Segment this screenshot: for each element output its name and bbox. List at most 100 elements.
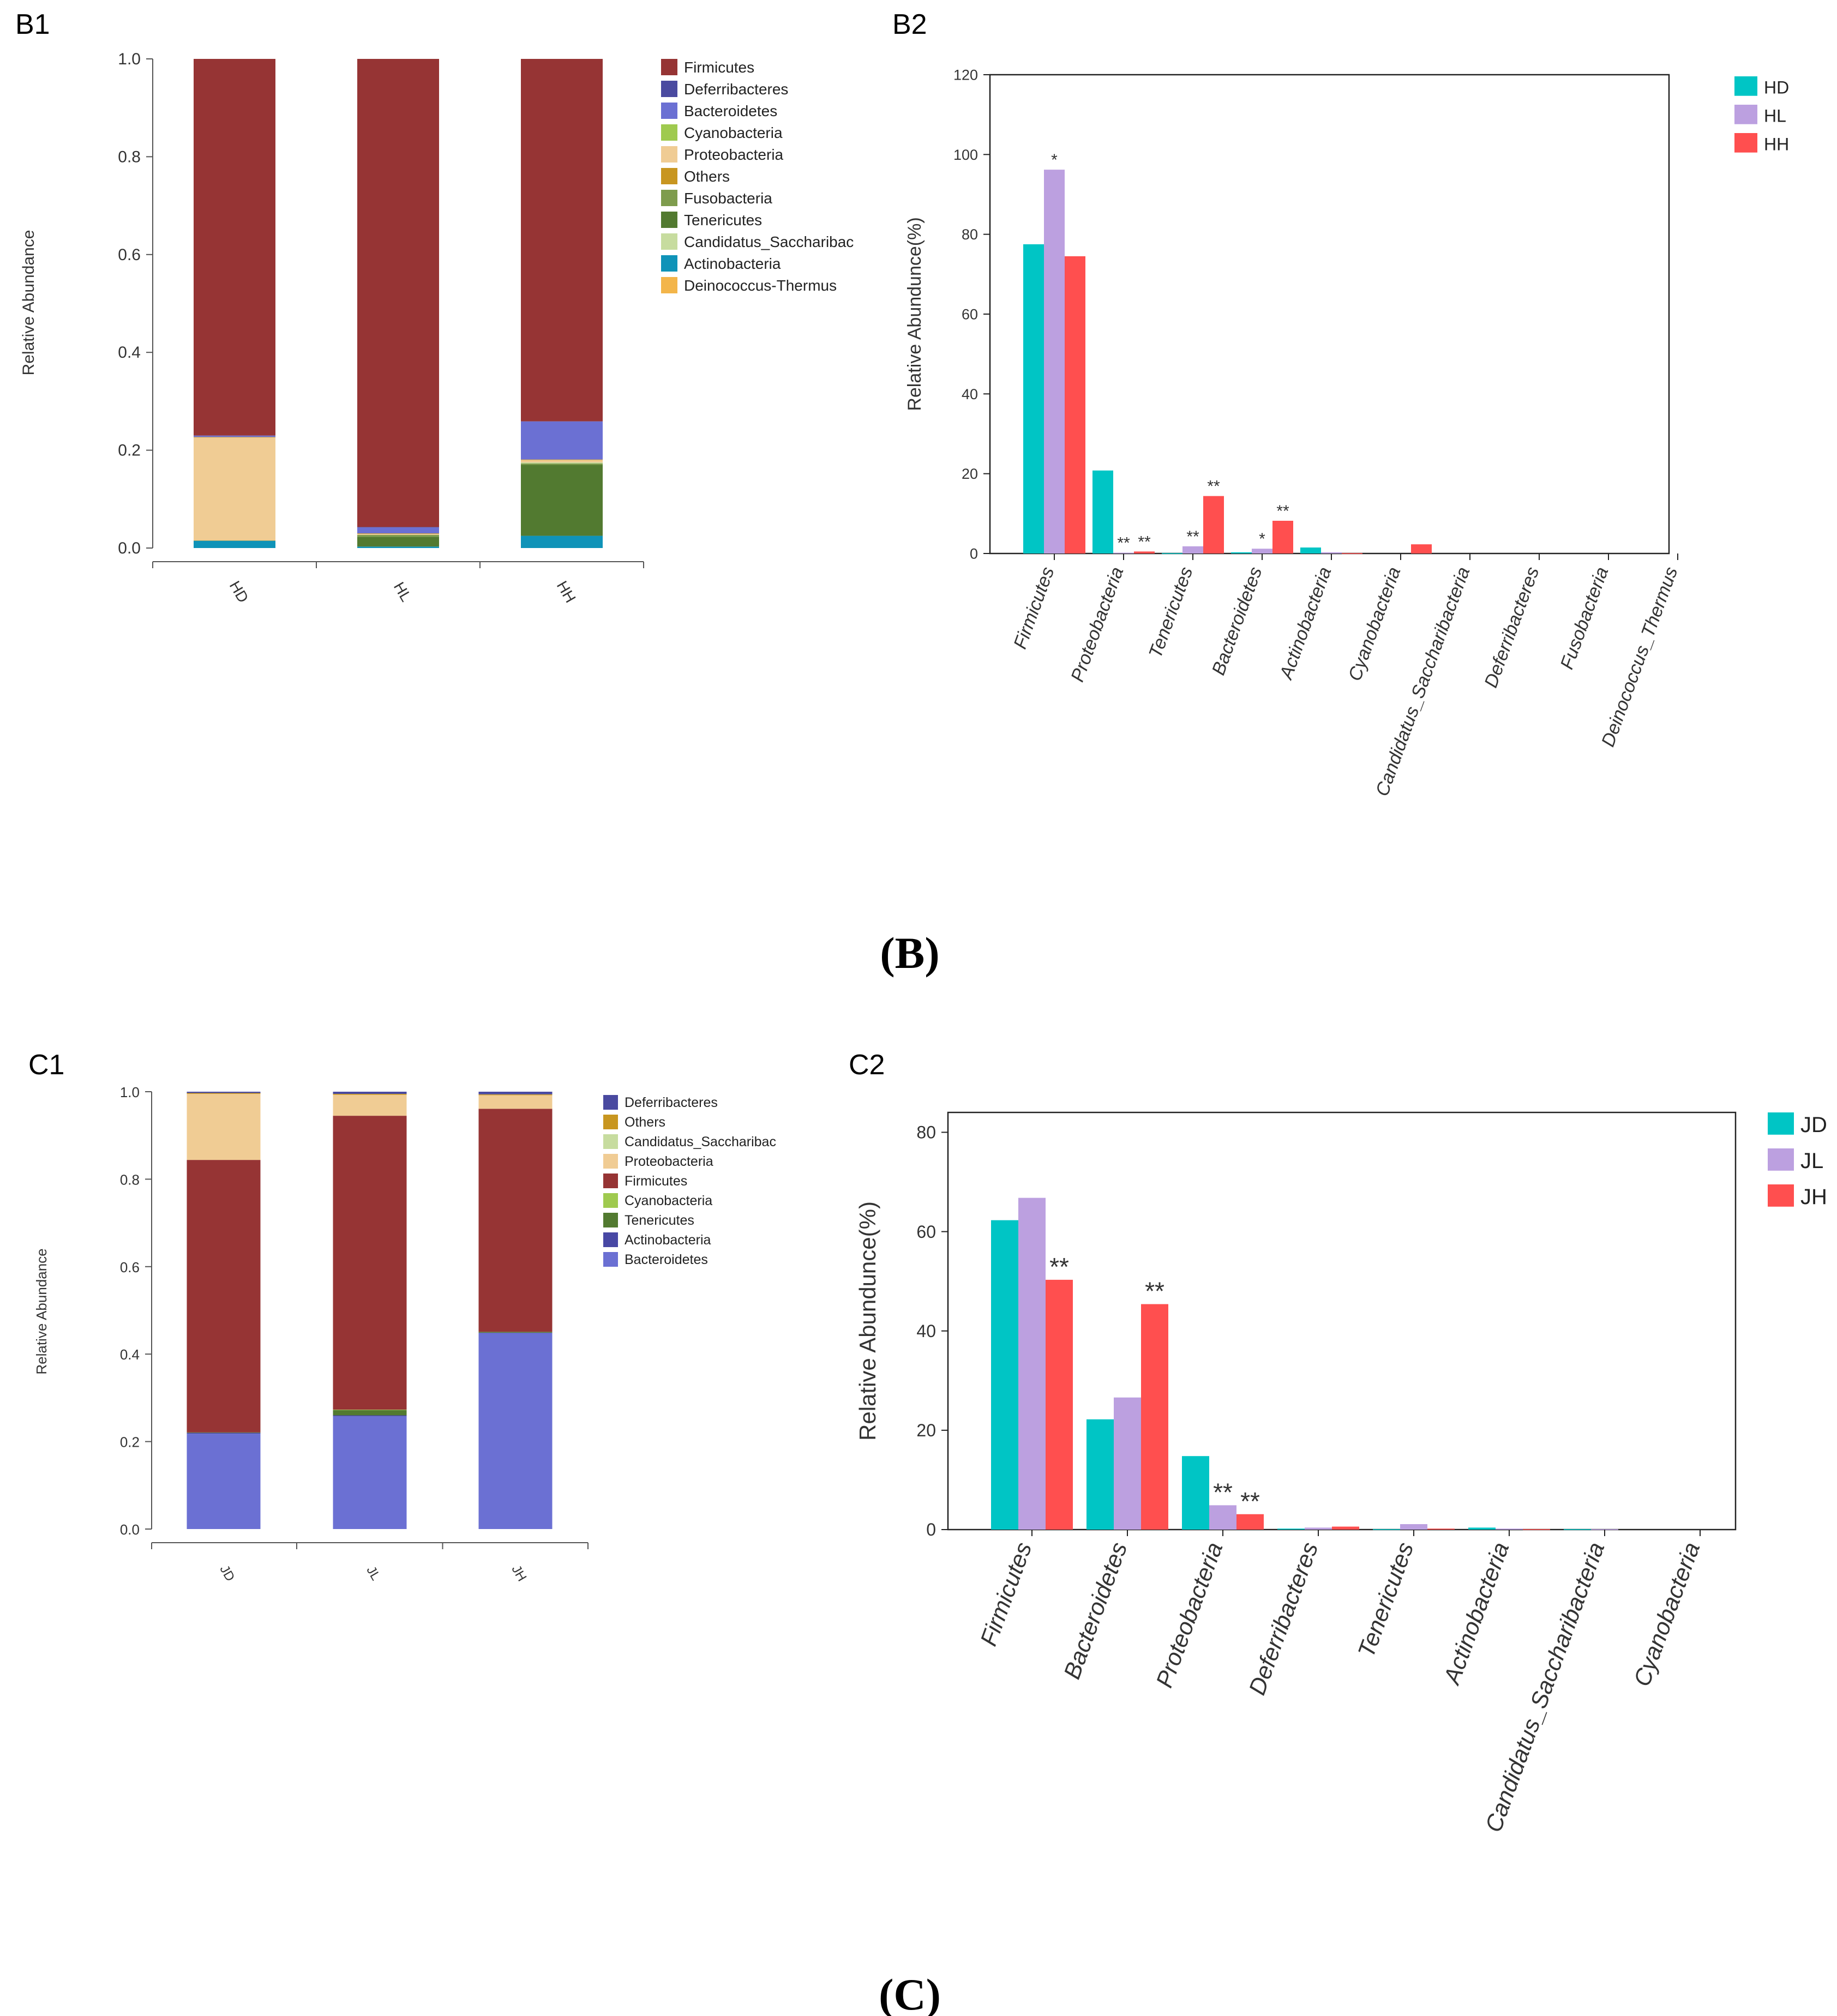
y-tick-label: 0.2 <box>120 1434 140 1451</box>
legend-swatch-cyanobacteria <box>603 1193 618 1208</box>
y-tick-label: 0.0 <box>118 539 141 557</box>
y-tick-label: 20 <box>962 466 978 482</box>
y-tick-label: 0.0 <box>120 1521 140 1538</box>
legend-label-deferribacteres: Deferribacteres <box>625 1095 718 1110</box>
section-label-c: (C) <box>879 1970 941 2016</box>
significance-mark-tenericutes-hl: ** <box>1186 528 1199 546</box>
significance-mark-firmicutes-jh: ** <box>1049 1253 1069 1281</box>
y-tick-label: 20 <box>916 1421 936 1440</box>
bar-tenericutes-jd <box>1373 1529 1400 1530</box>
bar-actinobacteria-jh <box>1523 1529 1550 1530</box>
significance-mark-bacteroidetes-hl: * <box>1259 530 1265 548</box>
significance-mark-proteobacteria-hl: ** <box>1117 534 1130 552</box>
y-tick-label: 40 <box>916 1321 936 1341</box>
bar-segment-hl-actinobacteria <box>357 546 439 548</box>
y-tick-label: 0.4 <box>120 1346 140 1363</box>
bar-actinobacteria-jd <box>1468 1527 1496 1530</box>
legend-swatch-tenericutes <box>661 212 677 228</box>
bar-deferribacteres-jh <box>1332 1526 1359 1530</box>
bar-proteobacteria-hd <box>1092 470 1113 553</box>
legend-swatch-candidatus-saccharibac <box>661 233 677 250</box>
bar-segment-hl-fusobacteria <box>357 534 439 537</box>
bar-proteobacteria-jh <box>1236 1514 1264 1530</box>
legend-swatch-deferribacteres <box>661 81 677 97</box>
legend-label-deinococcus-thermus: Deinococcus-Thermus <box>684 277 837 294</box>
legend-swatch-hd <box>1734 76 1757 96</box>
bar-candidatus-saccharibacteria-jl <box>1591 1529 1618 1530</box>
legend-label-cyanobacteria: Cyanobacteria <box>684 124 783 141</box>
y-tick-label: 0.6 <box>120 1259 140 1275</box>
legend-label-deferribacteres: Deferribacteres <box>684 81 788 98</box>
y-tick-label: 0.8 <box>120 1171 140 1188</box>
bar-actinobacteria-hl <box>1321 552 1342 553</box>
bar-firmicutes-jd <box>991 1220 1018 1530</box>
bar-segment-hh-candidatus-saccharibac <box>521 462 603 464</box>
legend-label-jh: JH <box>1800 1185 1827 1209</box>
legend-swatch-others <box>603 1115 618 1129</box>
bar-candidatus-saccharibacteria-jd <box>1564 1529 1591 1530</box>
significance-mark-tenericutes-hh: ** <box>1207 478 1220 496</box>
legend-swatch-bacteroidetes <box>661 103 677 119</box>
legend-label-fusobacteria: Fusobacteria <box>684 190 772 207</box>
legend-swatch-actinobacteria <box>661 255 677 272</box>
bar-actinobacteria-hd <box>1300 547 1321 553</box>
significance-mark-proteobacteria-jh: ** <box>1240 1487 1260 1515</box>
legend-label-firmicutes: Firmicutes <box>625 1174 687 1189</box>
legend-label-actinobacteria: Actinobacteria <box>625 1232 711 1248</box>
legend-swatch-fusobacteria <box>661 190 677 206</box>
bar-segment-jl-firmicutes <box>333 1116 407 1410</box>
legend-swatch-jl <box>1768 1148 1794 1171</box>
legend-swatch-proteobacteria <box>661 146 677 163</box>
legend-label-tenericutes: Tenericutes <box>684 212 762 228</box>
legend-label-actinobacteria: Actinobacteria <box>684 255 781 272</box>
bar-tenericutes-hl <box>1182 546 1203 553</box>
bar-segment-hh-proteobacteria <box>521 460 603 463</box>
y-tick-label: 100 <box>953 147 978 163</box>
bar-segment-hh-firmicutes <box>521 59 603 422</box>
legend-swatch-tenericutes <box>603 1213 618 1227</box>
legend-swatch-deinococcus-thermus <box>661 277 677 293</box>
legend-label-proteobacteria: Proteobacteria <box>625 1154 713 1169</box>
bar-segment-hh-fusobacteria <box>521 463 603 465</box>
bar-segment-hd-deinococcus-thermus <box>194 540 275 541</box>
bar-segment-jh-proteobacteria <box>478 1095 553 1109</box>
legend-label-others: Others <box>684 168 730 185</box>
legend-label-cyanobacteria: Cyanobacteria <box>625 1193 712 1208</box>
legend-label-proteobacteria: Proteobacteria <box>684 146 784 163</box>
bar-segment-hl-proteobacteria <box>357 533 439 535</box>
bar-deferribacteres-jl <box>1305 1527 1332 1530</box>
legend-label-tenericutes: Tenericutes <box>625 1213 694 1228</box>
legend-swatch-actinobacteria <box>603 1232 618 1247</box>
bar-segment-jd-firmicutes <box>187 1160 261 1433</box>
bar-proteobacteria-jd <box>1182 1456 1209 1530</box>
bar-segment-hd-actinobacteria <box>194 540 275 548</box>
bar-segment-jl-proteobacteria <box>333 1094 407 1116</box>
legend-swatch-jh <box>1768 1184 1794 1207</box>
y-tick-label: 60 <box>916 1222 936 1242</box>
legend-swatch-jd <box>1768 1112 1794 1135</box>
bar-bacteroidetes-jl <box>1114 1397 1141 1530</box>
bar-bacteroidetes-jh <box>1141 1304 1168 1530</box>
significance-mark-proteobacteria-hh: ** <box>1138 533 1151 551</box>
y-tick-label: 80 <box>916 1123 936 1142</box>
bar-segment-hl-firmicutes <box>357 59 439 527</box>
bar-segment-jd-proteobacteria <box>187 1094 261 1160</box>
bar-segment-jl-others <box>333 1094 407 1095</box>
panel-label-b2: B2 <box>892 9 927 40</box>
bar-segment-hd-proteobacteria <box>194 437 275 540</box>
bar-segment-jl-deferribacteres <box>333 1092 407 1094</box>
bar-segment-jh-bacteroidetes <box>478 1333 553 1529</box>
y-tick-label: 40 <box>962 386 978 402</box>
y-tick-label: 1.0 <box>118 50 141 68</box>
bar-segment-jd-actinobacteria <box>187 1433 261 1434</box>
bar-segment-hh-bacteroidetes <box>521 421 603 460</box>
bar-segment-jl-actinobacteria <box>333 1415 407 1417</box>
bar-segment-hl-others <box>357 533 439 534</box>
legend-label-hl: HL <box>1764 106 1786 126</box>
bar-cyanobacteria-hh <box>1411 544 1432 553</box>
bar-bacteroidetes-hh <box>1272 521 1293 553</box>
bar-firmicutes-jl <box>1018 1197 1046 1530</box>
y-tick-label: 1.0 <box>120 1084 140 1100</box>
bar-tenericutes-hh <box>1203 496 1224 553</box>
